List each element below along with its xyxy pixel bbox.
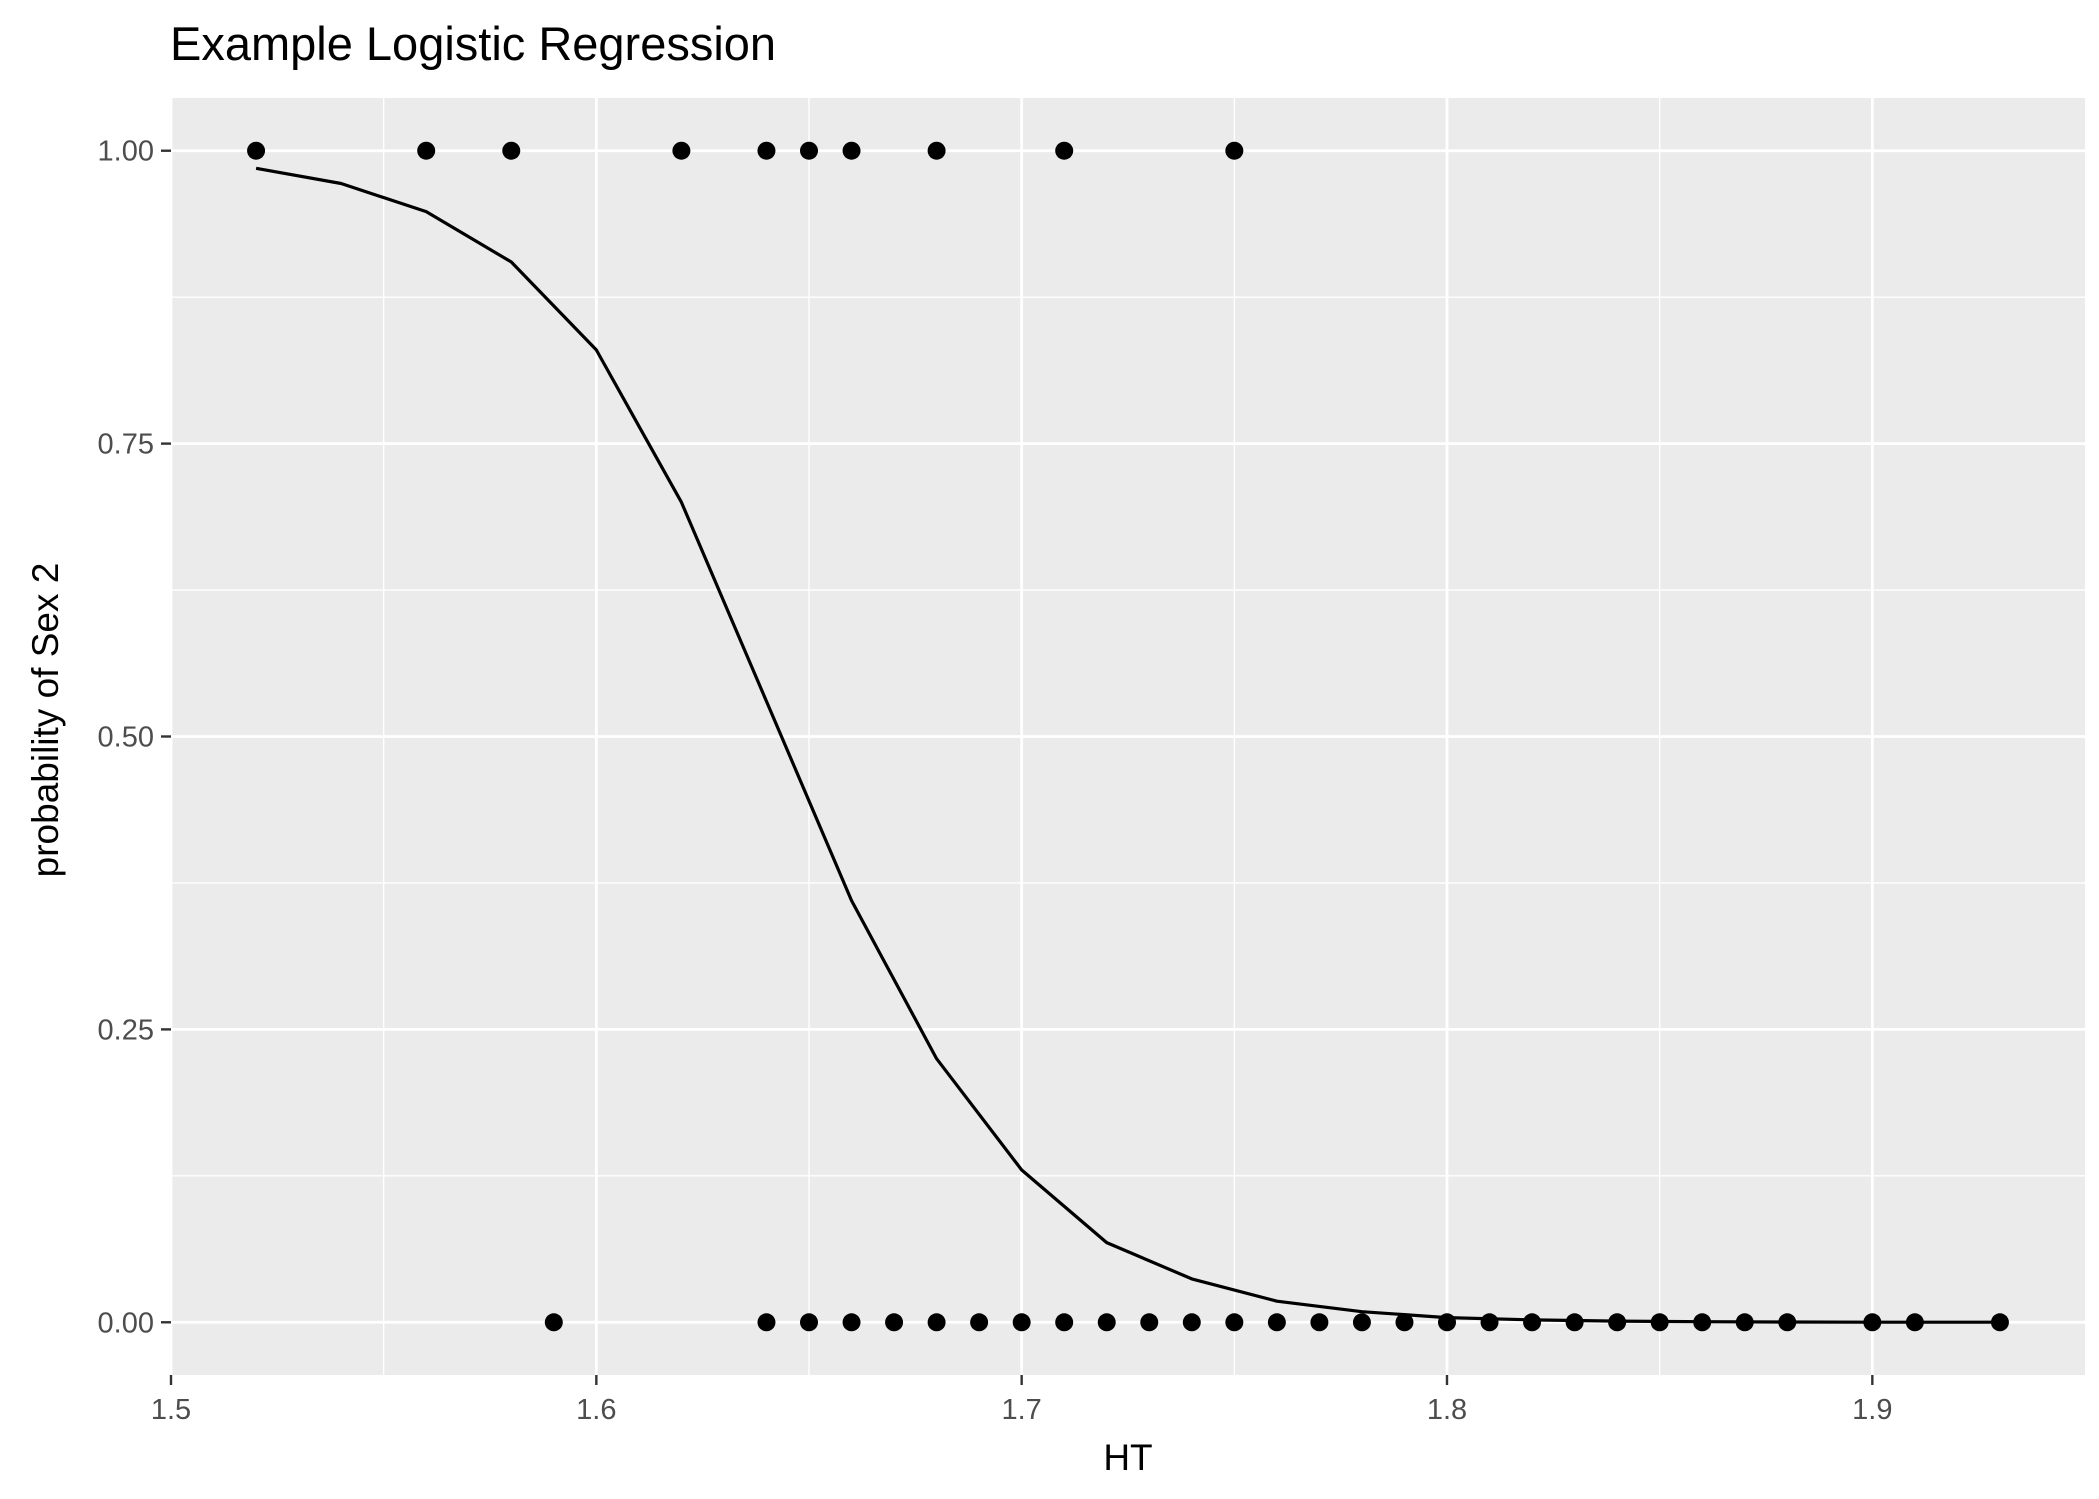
data-point [1905,1313,1924,1332]
fitted-logistic-curve [255,166,2000,1324]
data-point [927,1313,946,1332]
data-point [417,141,436,160]
grid-lines [169,98,2085,1375]
x-tick-label: 1.7 [1002,1394,1042,1426]
data-point [1012,1313,1031,1332]
data-point [1310,1313,1329,1332]
data-point [1608,1313,1627,1332]
data-point [1990,1313,2009,1332]
data-point [1055,1313,1074,1332]
data-point [927,141,946,160]
data-point [757,141,776,160]
data-point [1565,1313,1584,1332]
y-tick-label: 0.00 [98,1307,154,1339]
data-point [800,1313,818,1332]
data-point [1438,1313,1456,1332]
fitted-curve-layer [255,166,2000,1324]
y-axis-title: probability of Sex 2 [25,563,66,878]
y-tick-label: 0.75 [98,429,154,461]
data-point [1395,1313,1414,1332]
y-tick-label: 0.25 [98,1014,154,1046]
axes: 1.5 1.6 1.7 1.8 1.9 0.00 0.25 0.50 0.75 1.00 [98,136,1893,1426]
data-point [672,141,691,160]
x-axis-title: HT [1103,1437,1152,1478]
x-tick-label: 1.5 [151,1394,191,1426]
data-point [970,1313,989,1332]
chart-title: Example Logistic Regression [170,17,776,70]
data-point [842,1313,861,1332]
data-point [757,1313,776,1332]
data-point [1267,1313,1286,1332]
data-point [1523,1313,1542,1332]
data-point [800,141,818,160]
data-point [1055,141,1074,160]
data-point [1140,1313,1159,1332]
data-point [1693,1313,1712,1332]
y-tick-label: 0.50 [98,722,154,754]
data-point [842,141,861,160]
data-point [544,1313,563,1332]
data-point [1225,141,1244,160]
x-tick-label: 1.9 [1852,1394,1892,1426]
data-point [502,141,521,160]
data-point [1182,1313,1201,1332]
data-point [247,141,266,160]
data-point [885,1313,904,1332]
x-tick-label: 1.8 [1427,1394,1467,1426]
y-tick-label: 1.00 [98,136,154,168]
data-point [1225,1313,1244,1332]
data-point [1480,1313,1499,1332]
data-point [1352,1313,1371,1332]
data-point [1097,1313,1116,1332]
data-point [1778,1313,1797,1332]
data-point [1650,1313,1669,1332]
data-point [1863,1313,1882,1332]
data-points-layer [247,141,2009,1332]
x-tick-label: 1.6 [576,1394,616,1426]
data-point [1735,1313,1754,1332]
